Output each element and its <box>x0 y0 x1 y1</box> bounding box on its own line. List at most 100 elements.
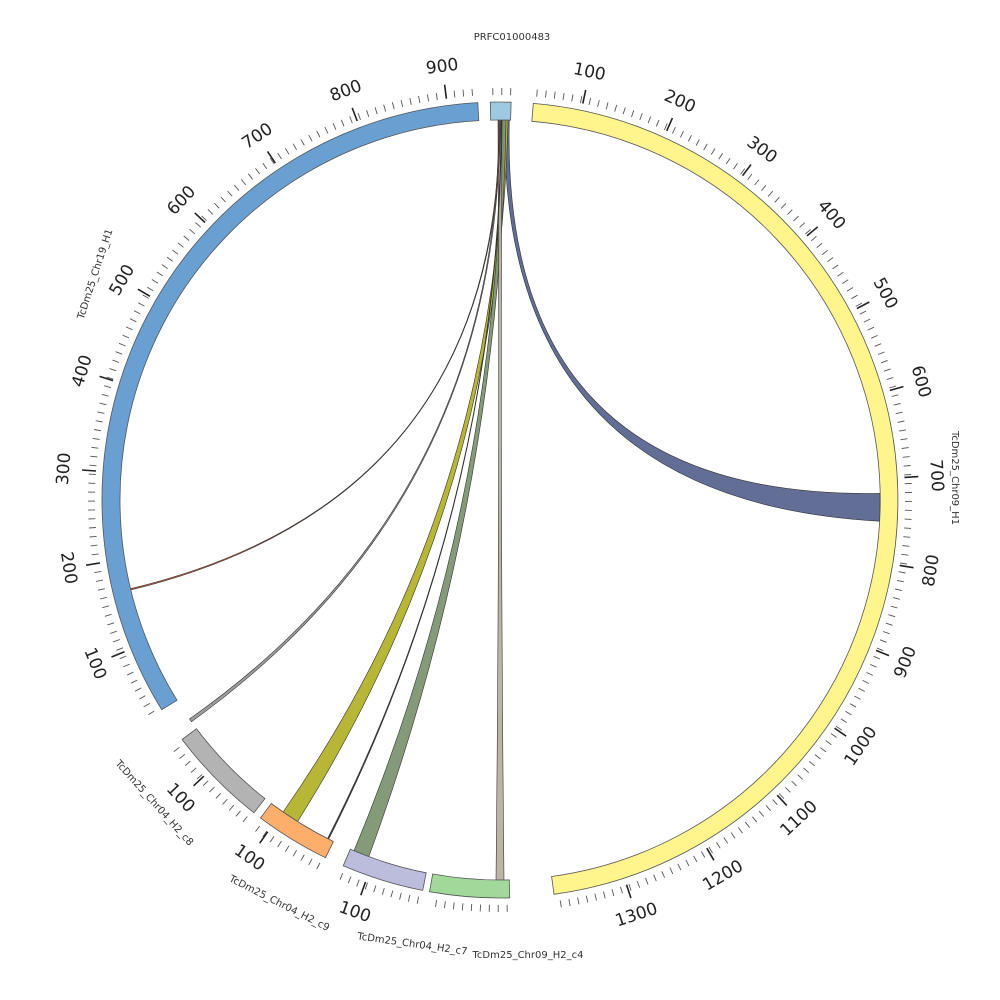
segment-tcdm25-chr19-h1 <box>101 102 480 711</box>
minor-tick <box>882 631 890 635</box>
minor-tick <box>332 123 337 130</box>
minor-tick <box>737 827 743 834</box>
minor-tick <box>190 767 197 773</box>
minor-tick <box>300 139 305 146</box>
minor-tick <box>874 343 882 347</box>
segment-label-tcdm25-chr19-h1: TcDm25_Chr19_H1 <box>76 228 116 322</box>
minor-tick <box>139 695 146 700</box>
minor-tick <box>869 663 877 668</box>
minor-tick <box>96 579 104 582</box>
minor-tick <box>179 753 186 760</box>
minor-tick <box>611 889 615 897</box>
minor-tick <box>858 687 866 692</box>
tick-label: 1100 <box>776 797 821 841</box>
major-tick <box>259 831 269 844</box>
minor-tick <box>339 873 344 880</box>
minor-tick <box>890 605 898 609</box>
minor-tick <box>588 97 592 106</box>
minor-tick <box>94 429 102 432</box>
minor-tick <box>308 134 313 142</box>
minor-tick <box>242 816 248 823</box>
minor-tick <box>373 885 377 893</box>
minor-tick <box>903 465 911 467</box>
minor-tick <box>104 385 112 389</box>
minor-tick <box>284 845 290 852</box>
minor-tick <box>196 774 203 780</box>
minor-tick <box>700 851 706 858</box>
tick-label: 700 <box>238 119 276 154</box>
minor-tick <box>123 663 130 668</box>
major-tick <box>889 385 904 392</box>
minor-tick <box>899 429 907 432</box>
minor-tick <box>356 879 360 887</box>
minor-tick <box>277 152 282 160</box>
minor-tick <box>99 402 107 406</box>
minor-tick <box>765 805 771 811</box>
minor-tick <box>797 774 804 780</box>
minor-tick <box>235 810 241 817</box>
tick-label: 800 <box>327 76 364 106</box>
minor-tick <box>207 209 214 215</box>
minor-tick <box>148 710 155 716</box>
minor-tick <box>693 855 698 863</box>
major-tick <box>875 649 890 657</box>
minor-tick <box>461 903 464 911</box>
minor-tick <box>669 867 674 875</box>
tick-label: 100 <box>336 897 373 927</box>
minor-tick <box>614 104 618 112</box>
major-tick <box>856 301 870 310</box>
minor-tick <box>876 647 884 652</box>
minor-tick <box>195 222 202 228</box>
segment-tcdm25-chr09-h2-c4 <box>429 873 511 899</box>
minor-tick <box>300 854 305 861</box>
minor-tick <box>814 754 821 760</box>
minor-tick <box>723 837 729 844</box>
minor-tick <box>903 536 911 538</box>
minor-tick <box>863 318 871 323</box>
minor-tick <box>383 104 387 112</box>
minor-tick <box>416 896 420 904</box>
minor-tick <box>418 96 421 104</box>
tick-label: 400 <box>68 353 97 390</box>
tick-label: 300 <box>743 132 781 167</box>
minor-tick <box>891 394 899 397</box>
minor-tick <box>603 891 606 899</box>
minor-tick <box>820 747 827 753</box>
tick-label: 900 <box>425 55 460 79</box>
minor-tick <box>785 787 791 793</box>
minor-tick <box>119 655 127 660</box>
minor-tick <box>895 411 903 415</box>
minor-tick <box>774 196 780 203</box>
tick-label: 1000 <box>841 723 882 770</box>
minor-tick <box>671 127 676 134</box>
minor-tick <box>184 760 191 767</box>
minor-tick <box>130 679 138 684</box>
minor-tick <box>255 825 261 832</box>
minor-tick <box>900 438 908 441</box>
major-tick <box>665 117 674 132</box>
minor-tick <box>125 326 133 331</box>
minor-tick <box>166 256 174 262</box>
tick-label: 100 <box>79 645 110 683</box>
link-prfc01000483-to-tcdm25-chr04-h2-c7 <box>327 119 503 840</box>
minor-tick <box>89 535 97 538</box>
link-prfc01000483-to-tcdm25-chr09-h1 <box>504 119 881 522</box>
minor-tick <box>883 368 891 372</box>
minor-tick <box>655 119 660 127</box>
minor-tick <box>849 703 857 708</box>
minor-tick <box>247 173 253 180</box>
minor-tick <box>220 196 226 203</box>
minor-tick <box>663 123 668 131</box>
minor-tick <box>740 168 746 175</box>
major-tick <box>137 288 151 297</box>
minor-tick <box>579 96 583 104</box>
minor-tick <box>452 902 455 910</box>
minor-tick <box>209 786 215 793</box>
major-tick <box>82 469 97 472</box>
minor-tick <box>825 740 832 746</box>
minor-tick <box>347 876 352 884</box>
ticks-layer <box>82 84 919 912</box>
minor-tick <box>400 99 404 108</box>
minor-tick <box>559 900 562 908</box>
